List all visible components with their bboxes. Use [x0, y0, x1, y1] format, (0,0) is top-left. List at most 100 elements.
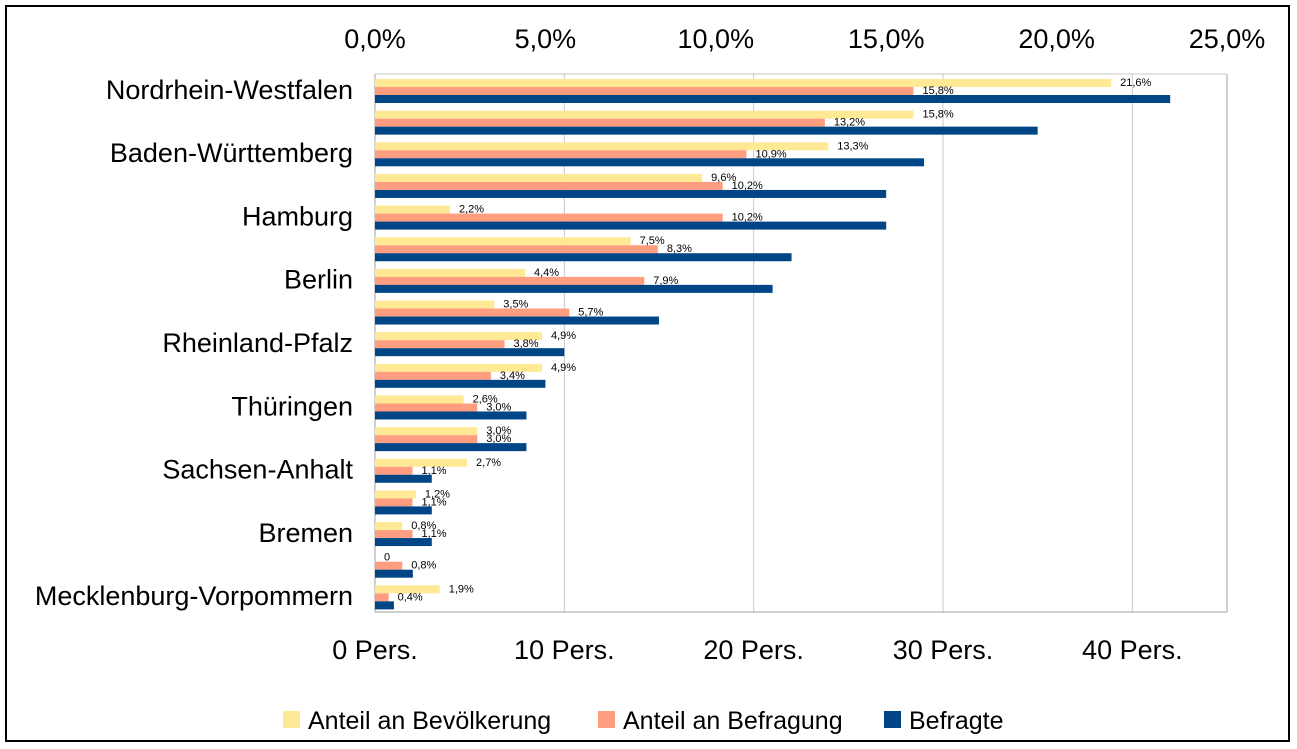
bottom-tick-label: 10 Pers. — [514, 635, 615, 665]
bar — [375, 348, 565, 357]
bar — [375, 601, 394, 610]
bar — [375, 150, 747, 159]
bar — [375, 221, 887, 230]
bar — [375, 284, 773, 293]
bar — [375, 435, 478, 444]
bar — [375, 79, 1112, 87]
bar — [375, 118, 825, 127]
data-label: 1,9% — [449, 583, 474, 595]
data-label: 1,1% — [421, 496, 446, 508]
data-label: 0 — [384, 552, 390, 564]
bottom-tick-label: 30 Pers. — [893, 635, 994, 665]
bar — [375, 443, 527, 452]
bar — [375, 474, 432, 483]
bar — [375, 569, 413, 578]
data-label: 0,8% — [411, 520, 436, 532]
category-label: Baden-Württemberg — [110, 138, 353, 168]
data-label: 7,5% — [640, 235, 665, 247]
bar — [375, 213, 723, 222]
top-tick-label: 25,0% — [1189, 24, 1266, 54]
bar — [375, 585, 440, 594]
category-label: Sachsen-Anhalt — [162, 455, 353, 485]
bar — [375, 506, 432, 515]
data-label: 1,1% — [421, 528, 446, 540]
bar — [375, 189, 887, 198]
data-label: 4,9% — [551, 330, 576, 342]
category-label: Thüringen — [231, 391, 353, 421]
data-label: 1,1% — [421, 465, 446, 477]
bar — [375, 340, 505, 349]
bar — [375, 490, 416, 499]
bar — [375, 561, 403, 570]
category-label: Berlin — [284, 265, 353, 295]
data-label: 1,2% — [425, 488, 450, 500]
bar — [375, 427, 478, 436]
data-label: 3,5% — [503, 299, 528, 311]
top-axis-tick-labels: 0,0% 5,0% 10,0% 15,0% 20,0% 25,0% — [344, 24, 1265, 54]
data-label: 8,3% — [667, 243, 692, 255]
data-label: 3,0% — [486, 433, 511, 445]
bar — [375, 205, 450, 214]
data-label: 3,0% — [486, 401, 511, 413]
category-label: Bremen — [258, 518, 353, 548]
bar — [375, 95, 1171, 103]
top-tick-label: 15,0% — [848, 24, 925, 54]
data-label: 4,4% — [534, 267, 559, 279]
bar — [375, 316, 659, 325]
legend-label: Anteil an Bevölkerung — [308, 707, 551, 735]
data-label: 7,9% — [653, 275, 678, 287]
bar — [375, 371, 491, 380]
bar — [375, 308, 570, 317]
bar — [375, 268, 525, 277]
data-labels: 21,6% 15,8% 13,3% 9,6% 2,2% 7,5% 4,4% 3,5% 4,9% 4… — [384, 77, 1152, 603]
bar — [375, 158, 925, 167]
data-label: 0,4% — [398, 591, 423, 603]
data-label: 5,7% — [578, 307, 603, 319]
data-label: 2,6% — [473, 393, 498, 405]
data-label: 13,2% — [834, 117, 865, 129]
bar — [375, 142, 829, 151]
bars — [375, 79, 1171, 610]
bar — [375, 245, 658, 254]
top-tick-label: 20,0% — [1018, 24, 1095, 54]
category-labels: Nordrhein-Westfalen Baden-Württemberg Hamb… — [35, 75, 354, 611]
legend-label: Befragte — [909, 707, 1004, 735]
bar — [375, 530, 413, 539]
bar — [375, 538, 432, 547]
bar — [375, 126, 1038, 135]
legend-swatch — [598, 711, 615, 728]
data-label: 10,2% — [732, 180, 763, 192]
legend-swatch — [283, 711, 300, 728]
data-label: 10,9% — [755, 148, 786, 160]
legend-swatch — [884, 711, 901, 728]
bar — [375, 593, 389, 602]
category-label: Hamburg — [242, 201, 353, 231]
data-label: 3,8% — [514, 338, 539, 350]
bar — [375, 458, 468, 467]
data-label: 3,0% — [486, 425, 511, 437]
data-label: 10,2% — [732, 212, 763, 224]
data-label: 21,6% — [1120, 77, 1151, 89]
legend: Anteil an Bevölkerung Anteil an Befragung… — [283, 707, 1004, 735]
data-label: 15,8% — [922, 85, 953, 97]
bottom-tick-label: 20 Pers. — [703, 635, 804, 665]
bar — [375, 498, 413, 507]
data-label: 13,3% — [837, 140, 868, 152]
legend-label: Anteil an Befragung — [623, 707, 843, 735]
bar — [375, 110, 914, 119]
bar — [375, 379, 546, 388]
bar — [375, 395, 464, 404]
bar — [375, 253, 792, 262]
bar — [375, 363, 542, 372]
bar — [375, 276, 645, 285]
data-label: 15,8% — [922, 109, 953, 121]
category-label: Mecklenburg-Vorpommern — [35, 581, 353, 611]
bar — [375, 237, 631, 246]
data-label: 3,4% — [500, 370, 525, 382]
data-label: 0,8% — [411, 560, 436, 572]
bar — [375, 300, 495, 309]
category-label: Nordrhein-Westfalen — [106, 75, 353, 105]
bottom-tick-label: 0 Pers. — [332, 635, 418, 665]
bar — [375, 173, 703, 182]
